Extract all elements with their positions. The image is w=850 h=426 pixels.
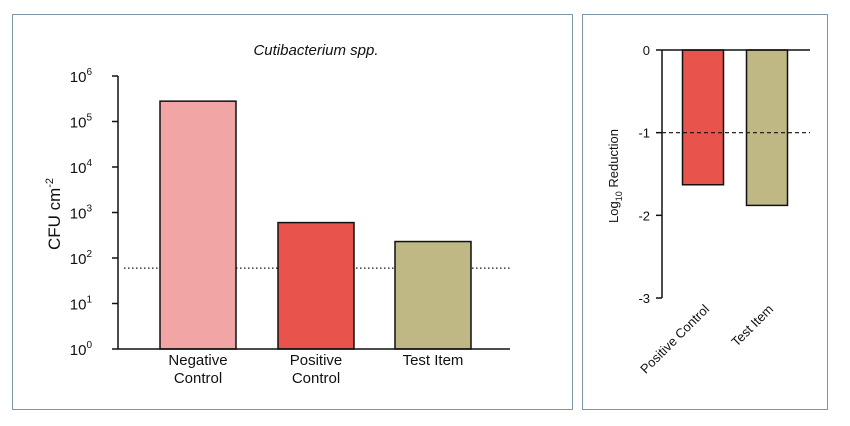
left-x-tick-label-1: Negative Control	[168, 352, 227, 387]
right-y-axis-label: Log10 Reduction	[606, 129, 624, 223]
left-x-tick-label-2: Positive Control	[290, 352, 343, 387]
left-y-tick-label-5: 105	[70, 113, 93, 132]
right-y-axis-label-sub: 10	[614, 191, 624, 201]
left-bar-2	[277, 221, 355, 350]
left-y-tick-label-6: 106	[70, 67, 93, 86]
right-y-tick-label-3: -3	[638, 291, 650, 306]
right-y-tick-label-1: -1	[638, 126, 650, 141]
left-y-axis-label: CFU cm-2	[44, 178, 64, 250]
left-y-axis-label-exp: -2	[44, 178, 56, 188]
left-y-tick-label-4: 104	[70, 158, 93, 177]
right-y-tick-label-2: -2	[638, 208, 650, 223]
right-bar-2	[745, 49, 789, 207]
left-y-tick-label-2: 102	[70, 249, 93, 268]
left-y-tick-label-1: 101	[70, 295, 93, 314]
right-y-tick-label-0: 0	[643, 43, 650, 58]
right-x-tick-label-2: Test Item	[728, 302, 776, 350]
left-y-tick-label-0: 100	[70, 340, 93, 359]
left-bar-1	[159, 100, 237, 350]
left-y-tick-label-3: 103	[70, 204, 93, 223]
left-x-tick-label-3: Test Item	[403, 352, 464, 369]
left-chart-title: Cutibacterium spp.	[253, 42, 378, 59]
right-x-tick-label-1: Positive Control	[637, 301, 712, 376]
right-bar-1	[681, 49, 725, 186]
left-bar-3	[394, 240, 472, 350]
